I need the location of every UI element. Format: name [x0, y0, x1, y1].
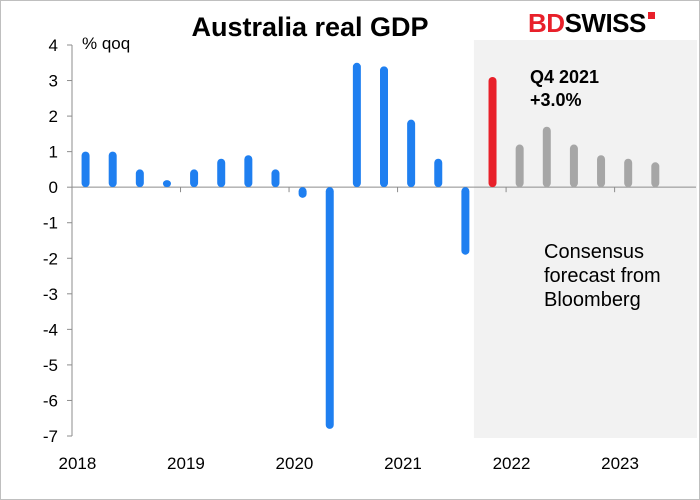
y-tick-label: -5: [43, 356, 58, 375]
bar: [434, 158, 443, 188]
bdswiss-logo: BDSWISS: [528, 8, 655, 39]
bar: [162, 180, 171, 188]
bar: [651, 162, 660, 188]
bar: [135, 169, 144, 188]
bar: [488, 76, 497, 188]
x-tick-label: 2019: [167, 454, 205, 473]
y-tick-label: 1: [49, 143, 58, 162]
bar: [298, 187, 307, 198]
x-tick-label: 2020: [276, 454, 314, 473]
logo-part-swiss: SWISS: [564, 8, 647, 38]
bar: [81, 151, 90, 188]
y-tick-label: -4: [43, 320, 58, 339]
bar: [271, 169, 280, 188]
forecast-note-line-2: forecast from: [544, 265, 661, 287]
bar: [597, 155, 606, 188]
swiss-cross-icon: [647, 12, 655, 19]
y-tick-label: 0: [49, 178, 58, 197]
forecast-note-line-1: Consensus: [544, 241, 645, 263]
bar: [461, 187, 470, 255]
q4-2021-annotation: Q4 2021 +3.0%: [530, 66, 599, 112]
bar: [380, 66, 388, 188]
bar: [325, 187, 334, 429]
chart-title: Australia real GDP: [191, 12, 429, 42]
y-tick-label: -3: [43, 285, 58, 304]
bar: [569, 144, 578, 188]
bar: [190, 169, 199, 188]
bar: [244, 155, 253, 188]
bar: [108, 151, 117, 188]
y-axis-unit-label: % qoq: [82, 34, 131, 53]
forecast-note-line-3: Bloomberg: [544, 289, 641, 311]
bar: [407, 119, 416, 188]
y-tick-label: -6: [43, 391, 58, 410]
y-tick-label: 3: [49, 72, 58, 91]
x-tick-label: 2023: [601, 454, 639, 473]
annotation-line-1: Q4 2021: [530, 67, 600, 87]
x-tick-label: 2022: [493, 454, 531, 473]
bar: [217, 158, 226, 188]
forecast-note: Consensus forecast from Bloomberg: [544, 240, 661, 312]
y-tick-label: 2: [49, 107, 58, 126]
y-tick-label: 4: [49, 36, 58, 55]
bar: [515, 144, 524, 188]
x-tick-label: 2018: [59, 454, 97, 473]
y-tick-label: -2: [43, 249, 58, 268]
forecast-region: [473, 40, 697, 438]
y-tick-label: -7: [43, 427, 58, 446]
bar: [624, 158, 633, 188]
x-tick-label: 2021: [384, 454, 422, 473]
y-tick-label: -1: [43, 214, 58, 233]
logo-part-bd: BD: [528, 8, 565, 38]
bar: [352, 62, 361, 188]
bar: [542, 126, 551, 188]
annotation-line-2: +3.0%: [530, 90, 582, 110]
